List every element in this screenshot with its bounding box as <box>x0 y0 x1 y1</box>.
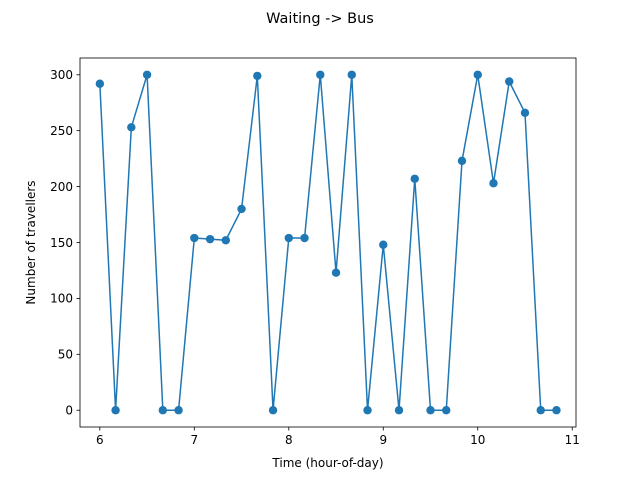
y-tick-label: 200 <box>50 180 73 194</box>
data-point <box>253 71 262 81</box>
series-line <box>99 74 557 411</box>
data-point <box>426 406 435 415</box>
data-point <box>505 77 514 86</box>
y-tick-label: 150 <box>50 236 73 250</box>
x-tick-label: 8 <box>285 433 293 447</box>
data-point <box>268 406 278 415</box>
x-axis-title: Time (hour-of-day) <box>271 456 383 470</box>
data-point <box>221 236 231 245</box>
data-point <box>536 406 545 415</box>
x-tick-label: 10 <box>470 433 485 447</box>
data-point <box>300 233 309 243</box>
data-point <box>552 406 561 415</box>
data-point <box>237 204 246 214</box>
x-tick-label: 6 <box>96 433 104 447</box>
data-point <box>127 123 136 132</box>
data-point <box>363 406 372 415</box>
data-point <box>205 234 215 244</box>
y-tick-label: 0 <box>65 404 73 418</box>
chart-title: Waiting -> Bus <box>266 11 374 27</box>
y-tick-label: 50 <box>58 348 73 362</box>
y-tick-label: 250 <box>50 124 73 138</box>
data-point <box>95 79 105 88</box>
series-layer <box>95 70 561 415</box>
x-tick-label: 11 <box>565 433 580 447</box>
x-axis: 6 7 8 9 10 11 <box>96 427 580 447</box>
data-point <box>111 406 120 415</box>
y-axis-title: Number of travellers <box>24 180 38 304</box>
y-tick-label: 300 <box>50 68 73 82</box>
data-point <box>410 174 419 183</box>
data-point <box>316 70 325 79</box>
data-point <box>284 233 293 243</box>
data-point <box>473 70 482 79</box>
x-tick-label: 7 <box>190 433 198 447</box>
data-point <box>379 240 388 249</box>
data-point <box>489 179 498 188</box>
data-point <box>347 70 356 79</box>
y-axis: 0 50 100 150 200 250 300 <box>50 68 80 418</box>
data-point <box>142 70 152 79</box>
data-point <box>331 268 341 277</box>
data-point <box>158 406 168 415</box>
y-tick-label: 100 <box>50 292 73 306</box>
data-point <box>520 108 530 117</box>
data-point <box>394 406 404 415</box>
data-point <box>457 156 467 166</box>
data-point <box>174 406 183 415</box>
data-point <box>190 233 199 243</box>
data-point <box>442 406 451 415</box>
x-tick-label: 9 <box>379 433 387 447</box>
